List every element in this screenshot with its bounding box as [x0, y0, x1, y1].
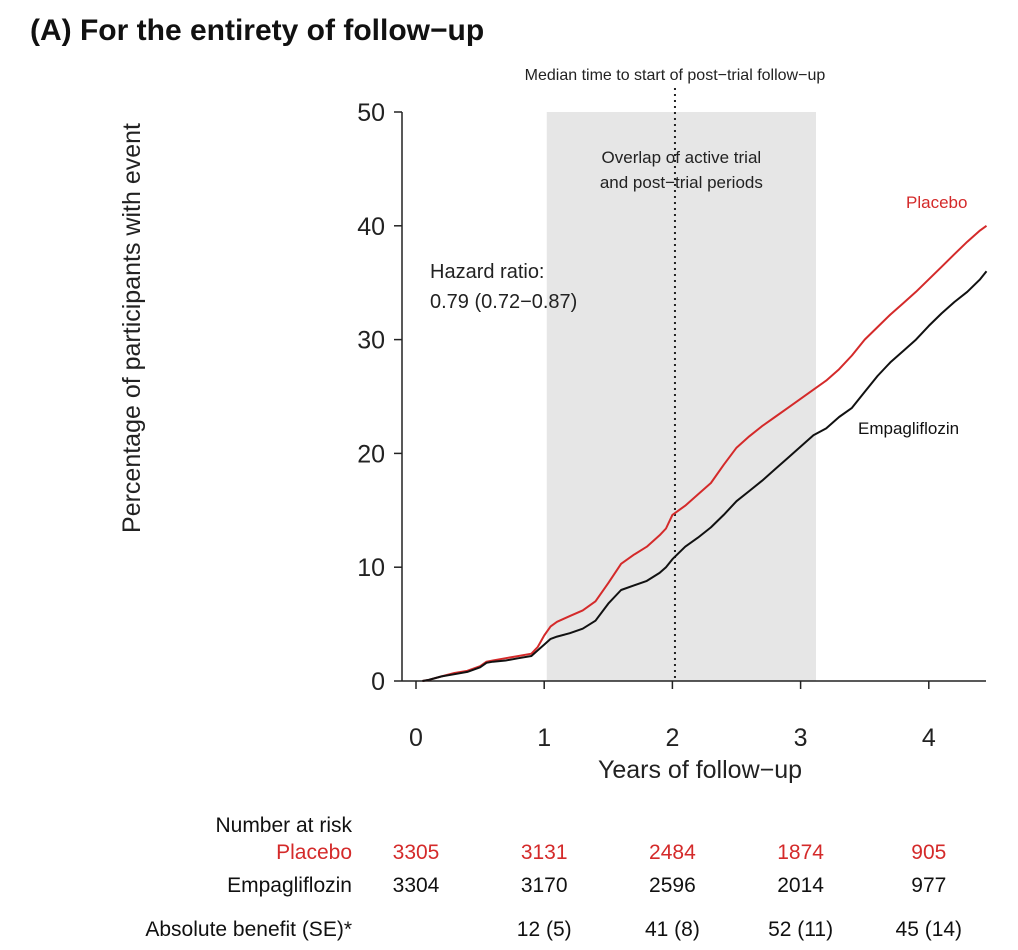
- risk-row-label: Placebo: [276, 841, 352, 864]
- series-lines: [422, 224, 988, 682]
- x-tick-label: 1: [537, 724, 551, 752]
- risk-cell: 2014: [777, 874, 824, 897]
- overlap-label-line1: Overlap of active trial: [602, 148, 762, 167]
- risk-cell: 2596: [649, 874, 696, 897]
- x-axis-title: Years of follow−up: [598, 756, 802, 784]
- placebo-series-label: Placebo: [906, 193, 967, 212]
- y-tick-label: 40: [357, 213, 385, 241]
- y-tick-label: 30: [357, 327, 385, 355]
- risk-cell: 3305: [393, 841, 440, 864]
- risk-cell: 977: [911, 874, 946, 897]
- overlap-label-line2: and post−trial periods: [600, 173, 763, 192]
- risk-row-label: Empagliflozin: [227, 874, 352, 897]
- y-tick-label: 20: [357, 440, 385, 468]
- risk-cell: 12 (5): [517, 918, 572, 941]
- y-axis-title: Percentage of participants with event: [118, 123, 146, 533]
- y-tick-label: 0: [371, 668, 385, 696]
- series-line-placebo: [422, 224, 988, 682]
- risk-table: Placebo 3305 3131 2484 1874 905 Empagliflozin 3…: [145, 841, 962, 941]
- empagliflozin-series-label: Empagliflozin: [858, 419, 959, 438]
- x-tick-label: 2: [665, 724, 679, 752]
- risk-cell: 45 (14): [896, 918, 963, 941]
- risk-cell: 52 (11): [768, 918, 833, 941]
- axes: 0 10 20 30 40 50 0 1 2 3 4: [357, 99, 986, 752]
- hazard-ratio-label: Hazard ratio:: [430, 261, 545, 283]
- risk-table-header: Number at risk: [215, 814, 352, 837]
- risk-cell: 1874: [777, 841, 824, 864]
- risk-cell: 2484: [649, 841, 696, 864]
- y-tick-label: 50: [357, 99, 385, 127]
- median-label: Median time to start of post−trial follo…: [525, 67, 826, 84]
- risk-row-label: Absolute benefit (SE)*: [145, 918, 352, 941]
- risk-cell: 3170: [521, 874, 568, 897]
- risk-cell: 3131: [521, 841, 568, 864]
- series-line-empagliflozin: [422, 270, 988, 682]
- risk-cell: 41 (8): [645, 918, 700, 941]
- risk-cell: 3304: [393, 874, 440, 897]
- x-tick-label: 0: [409, 724, 423, 752]
- hazard-ratio-value: 0.79 (0.72−0.87): [430, 291, 577, 313]
- x-tick-label: 3: [794, 724, 808, 752]
- chart-title: (A) For the entirety of follow−up: [30, 14, 484, 47]
- risk-cell: 905: [911, 841, 946, 864]
- overlap-region: [546, 112, 816, 681]
- x-tick-label: 4: [922, 724, 936, 752]
- y-tick-label: 10: [357, 554, 385, 582]
